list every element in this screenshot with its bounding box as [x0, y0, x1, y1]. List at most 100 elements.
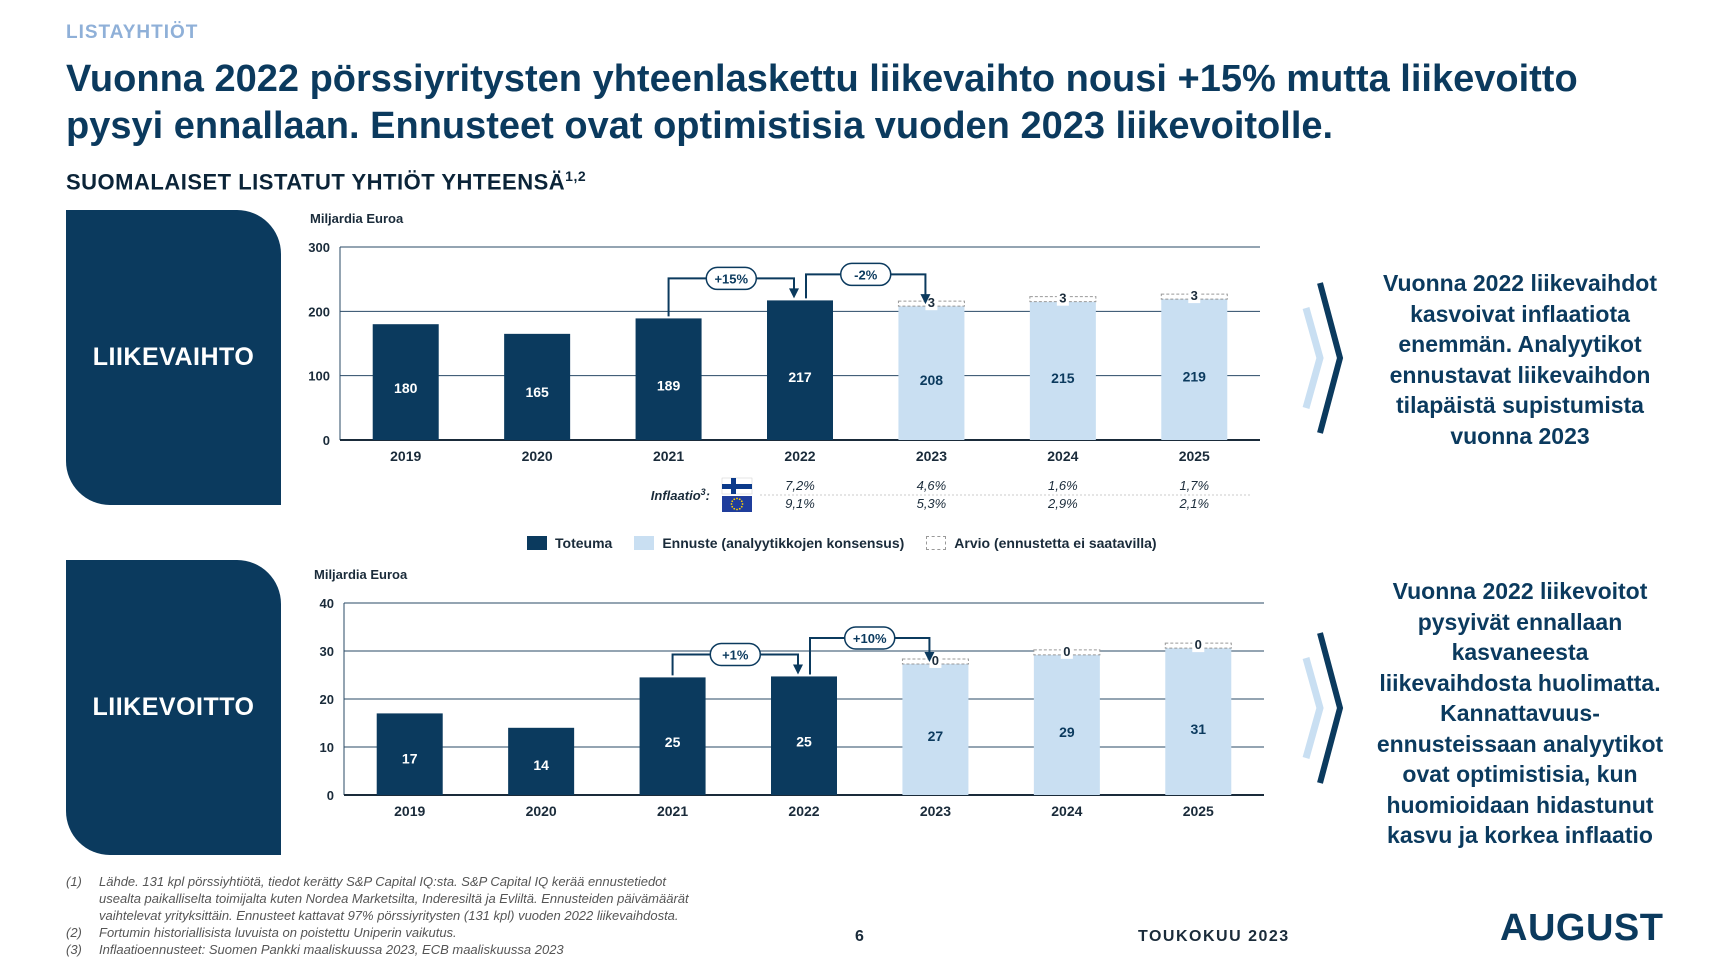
bar-value-label: 189 [657, 377, 681, 393]
flag-star [733, 498, 736, 501]
chevron-right-icon [1302, 282, 1344, 434]
footnote: (3) Inflaatioennusteet: Suomen Pankki maa… [66, 941, 826, 958]
revenue-label: LIIKEVAIHTO [92, 343, 255, 371]
y-tick-label: 0 [327, 788, 334, 803]
x-tick-label: 2020 [522, 448, 553, 464]
legend-label-estimate: Arvio (ennustetta ei saatavilla) [954, 535, 1157, 551]
estimate-label-bg [1192, 638, 1205, 653]
profit-callout-line: pysyivät ennallaan [1417, 608, 1623, 635]
page-number: 6 [855, 928, 864, 945]
bar-value-label: 27 [928, 728, 944, 744]
finland-flag-icon [721, 477, 753, 495]
inflation-value: 9,1% [785, 496, 815, 511]
flag-bg [722, 496, 752, 512]
profit-label: LIIKEVOITTO [92, 693, 255, 721]
footnote: (1) Lähde. 131 kpl pörssiyhtiötä, tiedot … [66, 873, 826, 924]
chevron-right-icon [1302, 632, 1344, 784]
x-tick-label: 2021 [657, 803, 688, 819]
report-date: TOUKOKUU 2023 [1138, 928, 1290, 945]
flag-star [736, 508, 738, 511]
bar-value-label: 29 [1059, 724, 1075, 740]
bar-value-label: 31 [1190, 721, 1206, 737]
subtitle-text: SUOMALAISET LISTATUT YHTIÖT YHTEENSÄ [66, 169, 566, 195]
profit-callout-line: kasvaneesta [1451, 639, 1589, 665]
flag-star [730, 503, 733, 505]
legend-swatch-actual [527, 536, 547, 550]
x-tick-label: 2020 [526, 803, 557, 819]
flag-star [736, 497, 738, 500]
bar-value-label: 208 [920, 372, 944, 388]
bar-value-label: 217 [788, 369, 812, 385]
bar-value-label: 25 [796, 734, 812, 750]
x-tick-label: 2021 [653, 448, 684, 464]
x-tick-label: 2025 [1179, 448, 1210, 464]
y-tick-label: 10 [320, 740, 334, 755]
profit-callout-line: ovat optimistisia, kun [1402, 761, 1638, 787]
profit-callout-line: Vuonna 2022 liikevoitot [1392, 578, 1648, 604]
inflation-value: 2,1% [1178, 496, 1209, 511]
x-tick-label: 2023 [920, 803, 951, 819]
revenue-callout-line: Vuonna 2022 liikevaihdot [1383, 270, 1657, 296]
estimate-label-bg [1056, 291, 1069, 306]
footnote-text: Inflaatioennusteet: Suomen Pankki maalis… [99, 942, 564, 957]
estimate-label: 0 [1063, 644, 1070, 659]
eu-flag-icon [722, 496, 752, 512]
estimate-label-bg [925, 296, 938, 311]
bar-2022 [767, 300, 833, 440]
flag-star [738, 498, 741, 501]
bar-value-label: 219 [1183, 369, 1207, 385]
legend-item-actual: Toteuma [527, 535, 612, 551]
legend-label-actual: Toteuma [555, 535, 613, 551]
profit-label-box: LIIKEVOITTO [66, 560, 281, 855]
inflation-label-text: Inflaatio [651, 488, 701, 503]
bar-2019 [372, 324, 439, 440]
estimate-label-bg [1060, 644, 1073, 659]
y-tick-label: 20 [320, 692, 334, 707]
revenue-callout-line: vuonna 2023 [1450, 422, 1590, 449]
revenue-callout-line: kasvoivat inflaatiota [1410, 300, 1630, 327]
change-label: +15% [714, 271, 748, 286]
flag-star [740, 500, 743, 503]
y-tick-label: 0 [323, 433, 330, 448]
bar-2021 [635, 318, 702, 440]
revenue-chart: Miljardia Euroa 0 100 200 300 180 2019 165 2020 1… [308, 211, 1260, 512]
flag-star [733, 507, 736, 510]
x-tick-label: 2019 [390, 448, 421, 464]
bar-2023 [902, 663, 969, 795]
inflation-value: 1,7% [1179, 478, 1209, 493]
flag-star [731, 505, 734, 508]
y-axis-label: Miljardia Euroa [314, 567, 408, 582]
august-logo: AUGUST [1500, 907, 1664, 949]
legend-swatch-forecast [634, 536, 655, 550]
change-label: +1% [722, 647, 749, 662]
inflation-value: 2,9% [1047, 496, 1078, 511]
bar-value-label: 215 [1051, 370, 1075, 386]
profit-callout-line: huomioidaan hidastunut [1386, 791, 1654, 818]
bar-value-label: 180 [394, 380, 418, 396]
bar-2023 [898, 306, 965, 440]
arrow-down-icon [920, 294, 931, 305]
revenue-callout-line: tilapäistä supistumista [1396, 392, 1644, 418]
chart-group-title: SUOMALAISET LISTATUT YHTIÖT YHTEENSÄ1,2 [66, 168, 586, 195]
revenue-label-box: LIIKEVAIHTO [66, 210, 281, 505]
flag-star [738, 507, 741, 510]
footnote: (2) Fortumin historiallisista luvuista on… [66, 924, 826, 941]
inflation-value: 7,2% [785, 478, 815, 493]
legend-label-forecast: Ennuste (analyytikkojen konsensus) [662, 535, 905, 551]
legend-swatch-estimate [926, 536, 947, 550]
footnote-number: (1) [66, 874, 82, 889]
inflation-value: 4,6% [917, 478, 947, 493]
page-title: Vuonna 2022 pörssiyritysten yhteenlasket… [66, 58, 1578, 147]
change-bubble [709, 642, 762, 667]
change-bubble [705, 266, 758, 291]
footnote-text: Fortumin historiallisista luvuista on po… [99, 925, 457, 940]
y-tick-label: 300 [308, 240, 330, 255]
change-label: +10% [853, 631, 887, 646]
bar-2022 [771, 676, 837, 795]
profit-chart: Miljardia Euroa 0 10 20 30 40 17 2019 14 2020 25 20… [314, 567, 1264, 819]
estimate-label-bg [929, 653, 942, 668]
y-axis-label: Miljardia Euroa [310, 211, 404, 226]
estimate-label-bg [1188, 289, 1201, 304]
section-label: LISTAYHTIÖT [66, 22, 199, 43]
bar-2020 [504, 333, 571, 440]
